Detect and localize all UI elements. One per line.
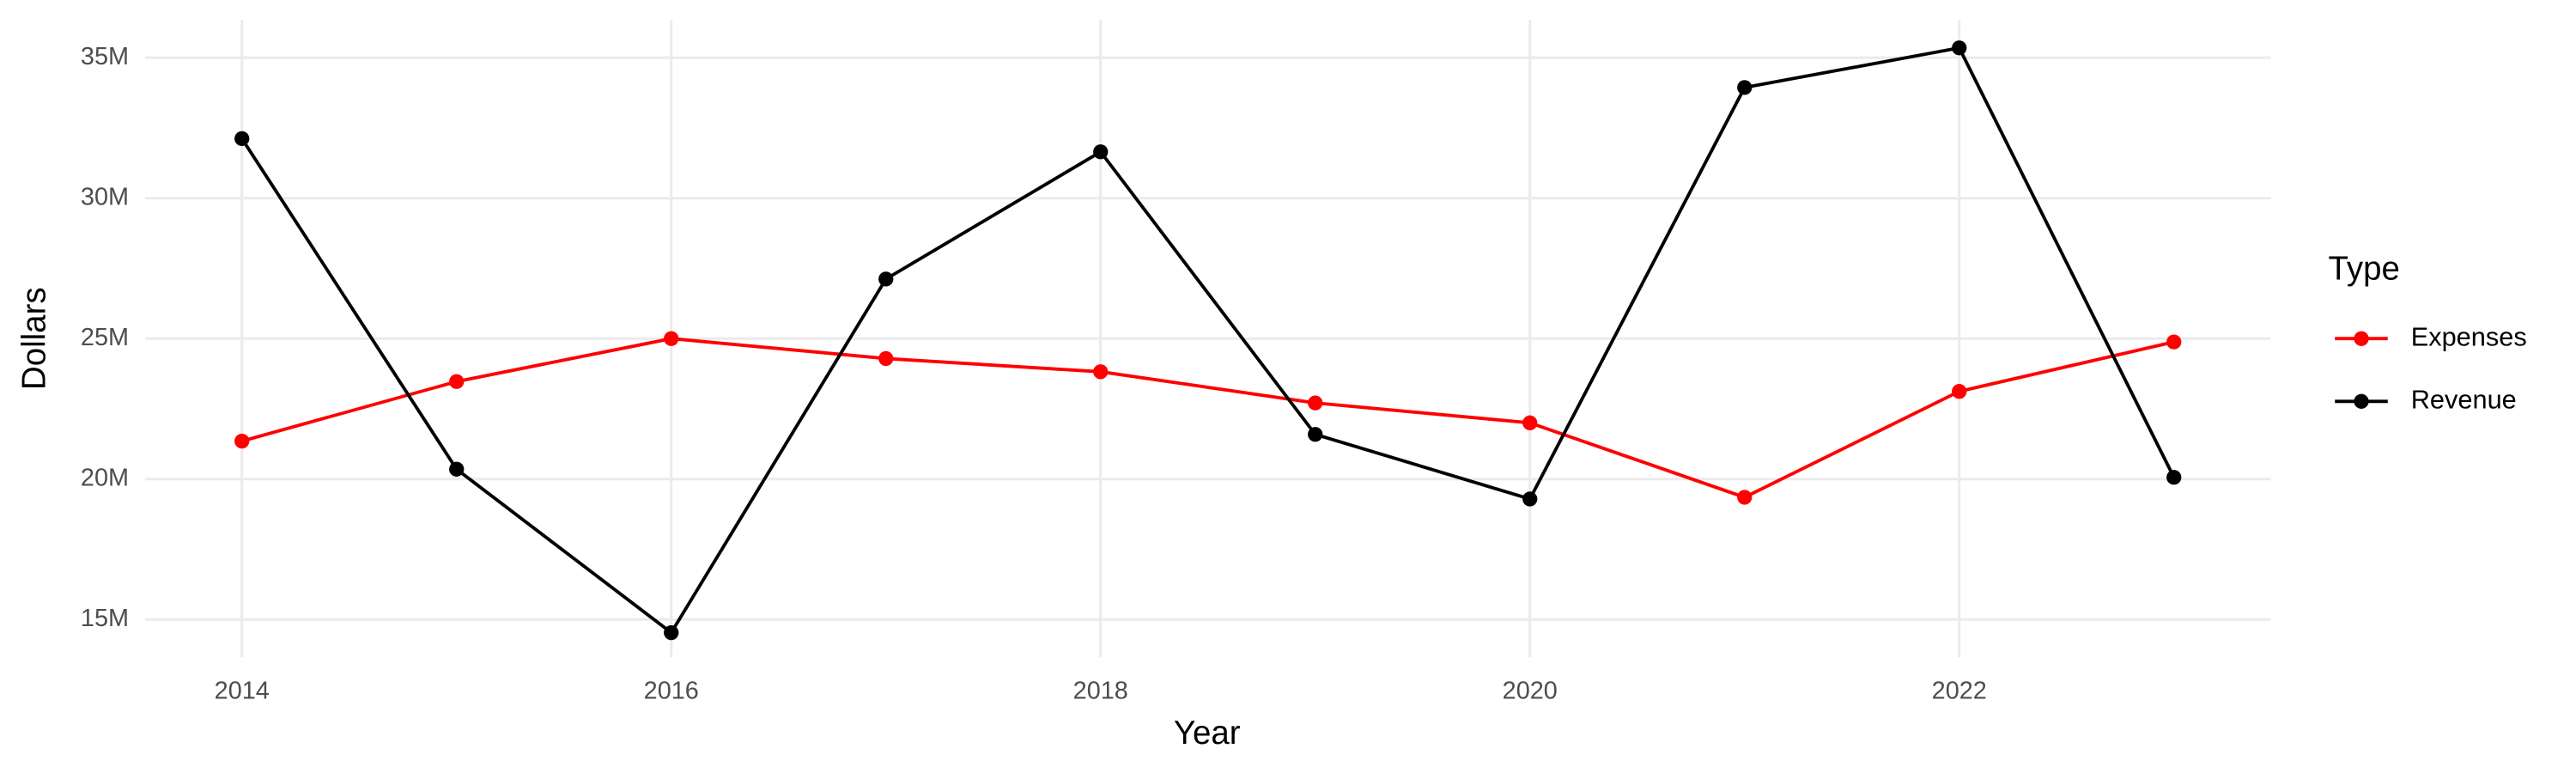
data-point xyxy=(664,331,679,346)
y-tick-label: 30M xyxy=(81,183,129,210)
data-point xyxy=(449,374,465,389)
data-point xyxy=(234,433,250,449)
x-axis-title: Year xyxy=(1174,715,1241,752)
data-point xyxy=(449,461,465,477)
data-point xyxy=(1522,415,1538,430)
data-point xyxy=(1308,395,1323,411)
data-point xyxy=(878,350,894,367)
data-point xyxy=(1952,384,1967,399)
x-tick-label: 2022 xyxy=(1932,677,1987,704)
legend-key-point xyxy=(2354,331,2369,346)
data-point xyxy=(2166,334,2182,350)
legend-key-point xyxy=(2354,393,2369,409)
y-tick-label: 35M xyxy=(81,43,129,70)
data-point xyxy=(664,624,679,641)
data-point xyxy=(1093,364,1109,380)
legend-label: Revenue xyxy=(2411,384,2517,414)
y-tick-label: 20M xyxy=(81,464,129,491)
data-point xyxy=(234,131,250,147)
data-point xyxy=(1737,80,1753,95)
data-point xyxy=(1737,490,1753,505)
data-point xyxy=(1522,491,1538,507)
x-tick-label: 2020 xyxy=(1503,677,1558,704)
y-tick-label: 25M xyxy=(81,324,129,351)
x-tick-label: 2016 xyxy=(644,677,699,704)
data-point xyxy=(1952,40,1967,56)
legend-title: Type xyxy=(2329,251,2400,288)
y-axis-title: Dollars xyxy=(15,287,52,390)
x-tick-label: 2014 xyxy=(215,677,270,704)
data-point xyxy=(878,271,894,287)
series-line xyxy=(241,337,2175,500)
x-tick-label: 2018 xyxy=(1073,677,1128,704)
data-point xyxy=(2166,470,2182,485)
legend-label: Expenses xyxy=(2411,321,2527,351)
data-point xyxy=(1308,427,1323,442)
series-line xyxy=(240,46,2176,636)
y-tick-label: 15M xyxy=(81,605,129,632)
data-point xyxy=(1093,144,1109,160)
